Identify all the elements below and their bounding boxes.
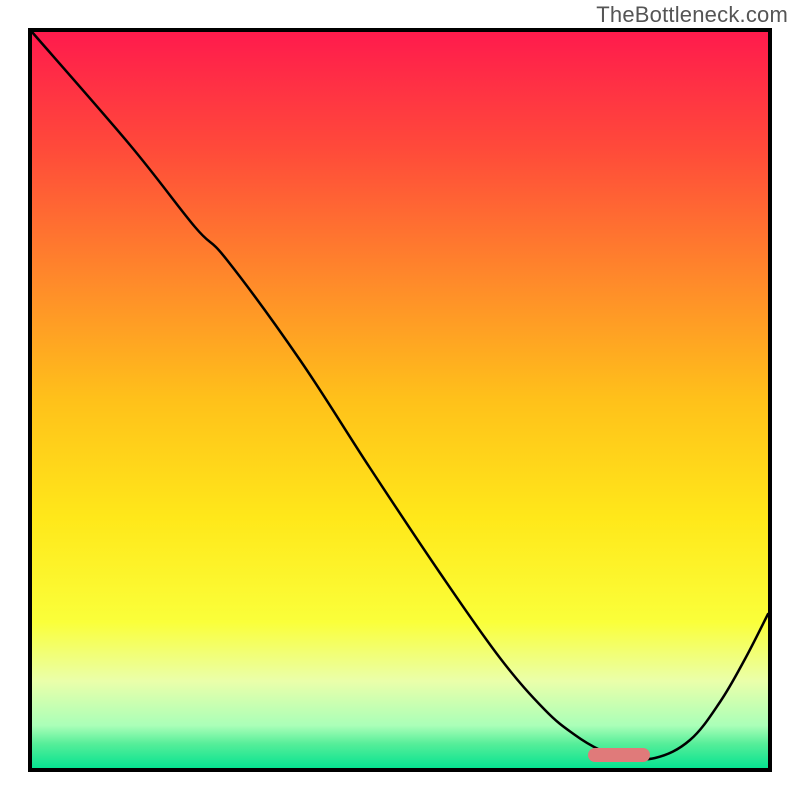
watermark-text: TheBottleneck.com bbox=[596, 2, 788, 28]
gradient-background bbox=[30, 30, 770, 770]
optimal-zone-marker bbox=[588, 748, 650, 762]
chart-frame: TheBottleneck.com bbox=[0, 0, 800, 800]
bottleneck-chart bbox=[0, 0, 800, 800]
